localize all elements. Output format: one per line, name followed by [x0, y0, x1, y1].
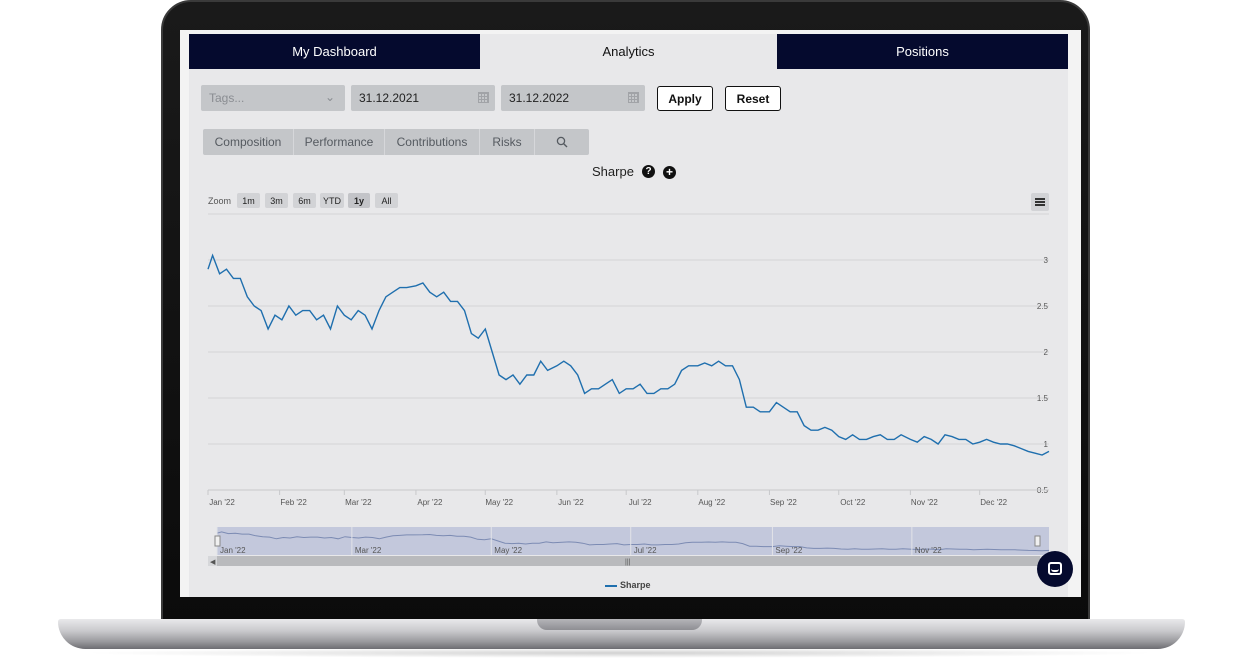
y-tick-label: 3 [1044, 256, 1049, 265]
analytics-app: My Dashboard Analytics Positions Tags...… [189, 34, 1068, 597]
y-tick-label: 2.5 [1037, 302, 1049, 311]
chart-legend[interactable]: Sharpe [605, 580, 651, 590]
scroll-left-arrow[interactable]: ◀ [210, 559, 216, 566]
subtab-performance[interactable]: Performance [294, 129, 385, 155]
tab-positions[interactable]: Positions [777, 34, 1068, 69]
zoom-ytd-button[interactable]: YTD [320, 193, 344, 208]
start-date-value: 31.12.2021 [359, 91, 420, 105]
x-tick-label: Jan '22 [209, 498, 235, 507]
x-tick-label: Jul '22 [629, 498, 652, 507]
main-tabs: My Dashboard Analytics Positions [189, 34, 1068, 69]
laptop-shadow [80, 648, 1160, 658]
navigator-tick-label: May '22 [494, 546, 522, 555]
add-icon[interactable]: + [663, 166, 676, 179]
calendar-icon[interactable] [628, 92, 639, 103]
calendar-icon[interactable] [478, 92, 489, 103]
x-tick-label: Feb '22 [280, 498, 307, 507]
zoom-label: Zoom [208, 196, 232, 206]
x-tick-label: May '22 [485, 498, 513, 507]
chart-title: Sharpe [592, 164, 634, 179]
chevron-down-icon: ⌄ [324, 90, 335, 104]
analytics-subtabs: Composition Performance Contributions Ri… [203, 129, 589, 155]
chat-launcher-button[interactable] [1037, 551, 1073, 587]
navigator-tick-label: Sep '22 [775, 546, 802, 555]
x-tick-label: Sep '22 [770, 498, 797, 507]
legend-sharpe-label: Sharpe [620, 580, 651, 590]
x-tick-label: Mar '22 [345, 498, 372, 507]
subtab-search[interactable] [535, 129, 589, 155]
x-tick-label: Oct '22 [840, 498, 866, 507]
navigator-tick-label: Jan '22 [220, 546, 246, 555]
start-date-input[interactable]: 31.12.2021 [351, 85, 495, 111]
legend-swatch [605, 584, 617, 587]
navigator-tick-label: Mar '22 [355, 546, 382, 555]
chat-icon [1048, 562, 1062, 575]
zoom-3m-button[interactable]: 3m [265, 193, 288, 208]
navigator-right-handle[interactable] [1034, 535, 1041, 547]
zoom-6m-button[interactable]: 6m [293, 193, 316, 208]
apply-button[interactable]: Apply [657, 86, 713, 111]
chart-menu-icon[interactable] [1031, 193, 1049, 211]
help-icon[interactable]: ? [642, 165, 655, 178]
tab-analytics[interactable]: Analytics [480, 34, 777, 69]
x-tick-label: Apr '22 [417, 498, 443, 507]
tab-my-dashboard[interactable]: My Dashboard [189, 34, 480, 69]
grid-lines [208, 213, 1049, 491]
navigator-left-handle[interactable] [214, 535, 221, 547]
tags-select[interactable]: Tags... ⌄ [201, 85, 345, 111]
scroll-grip: ||| [625, 559, 631, 566]
subtab-risks[interactable]: Risks [480, 129, 535, 155]
x-tick-label: Nov '22 [911, 498, 938, 507]
navigator-scrollbar-thumb[interactable] [217, 556, 1040, 566]
navigator-ticks: Jan '22 Mar '22 May '22 Jul '22 Sep '22 Nov '… [216, 527, 942, 555]
subtab-composition[interactable]: Composition [203, 129, 294, 155]
reset-button[interactable]: Reset [725, 86, 781, 111]
y-tick-label: 1 [1044, 440, 1049, 449]
laptop-notch [537, 619, 702, 630]
zoom-1m-button[interactable]: 1m [237, 193, 260, 208]
end-date-value: 31.12.2022 [509, 91, 570, 105]
sharpe-chart: 32.521.510.5 Jan '22 Feb '22 Mar '22 Apr '2… [207, 213, 1050, 566]
zoom-1y-button[interactable]: 1y [348, 193, 370, 208]
subtab-contributions[interactable]: Contributions [385, 129, 480, 155]
navigator-selection[interactable] [217, 527, 1049, 555]
navigator-tick-label: Nov '22 [915, 546, 942, 555]
x-axis-ticks: Jan '22 Feb '22 Mar '22 Apr '22 May '22 Jun '… [207, 490, 1008, 507]
zoom-all-button[interactable]: All [375, 193, 398, 208]
y-axis-ticks: 32.521.510.5 [1037, 256, 1049, 495]
x-tick-label: Aug '22 [698, 498, 725, 507]
end-date-input[interactable]: 31.12.2022 [501, 85, 645, 111]
search-icon [556, 136, 568, 148]
laptop-screen: My Dashboard Analytics Positions Tags...… [180, 30, 1081, 597]
y-tick-label: 1.5 [1037, 394, 1049, 403]
series-sharpe-line [207, 253, 1050, 456]
tags-placeholder: Tags... [209, 91, 245, 105]
x-tick-label: Dec '22 [980, 498, 1007, 507]
navigator-tick-label: Jul '22 [634, 546, 657, 555]
x-tick-label: Jun '22 [558, 498, 584, 507]
y-tick-label: 2 [1044, 348, 1049, 357]
